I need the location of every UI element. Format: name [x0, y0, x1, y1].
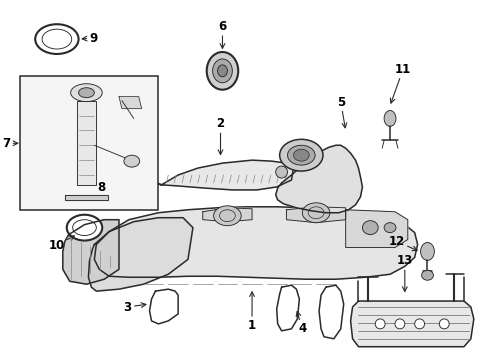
Ellipse shape [35, 24, 79, 54]
Ellipse shape [279, 139, 323, 171]
Text: 3: 3 [123, 301, 145, 314]
Text: 2: 2 [216, 117, 224, 154]
Polygon shape [203, 208, 251, 222]
Polygon shape [158, 160, 293, 190]
Polygon shape [350, 301, 473, 347]
Text: 13: 13 [396, 254, 412, 292]
Ellipse shape [421, 270, 432, 280]
Polygon shape [64, 195, 108, 200]
Text: 11: 11 [389, 63, 410, 103]
Ellipse shape [79, 88, 94, 98]
Ellipse shape [394, 319, 404, 329]
Polygon shape [275, 145, 362, 213]
Ellipse shape [287, 145, 314, 165]
Text: 7: 7 [2, 137, 18, 150]
Ellipse shape [384, 223, 395, 233]
Text: 6: 6 [218, 20, 226, 48]
Ellipse shape [206, 52, 238, 90]
Text: 8: 8 [88, 167, 105, 194]
Ellipse shape [438, 319, 448, 329]
Ellipse shape [275, 166, 287, 178]
Ellipse shape [384, 111, 395, 126]
Text: 10: 10 [48, 236, 74, 252]
Ellipse shape [293, 149, 308, 161]
Ellipse shape [420, 243, 433, 260]
Text: 5: 5 [336, 95, 346, 128]
Text: 12: 12 [388, 235, 416, 251]
Ellipse shape [212, 59, 232, 83]
Polygon shape [286, 207, 345, 223]
Ellipse shape [66, 215, 102, 240]
Text: 9: 9 [82, 32, 98, 45]
Ellipse shape [414, 319, 424, 329]
Polygon shape [345, 210, 407, 247]
Bar [20, 76, 158, 210]
Ellipse shape [213, 206, 241, 226]
Ellipse shape [123, 155, 140, 167]
Ellipse shape [71, 84, 102, 102]
Bar [77, 100, 96, 185]
Polygon shape [62, 220, 119, 284]
Ellipse shape [217, 65, 227, 77]
Polygon shape [88, 218, 192, 291]
Polygon shape [94, 207, 417, 279]
Polygon shape [119, 96, 142, 109]
Text: 4: 4 [296, 311, 305, 336]
Ellipse shape [302, 203, 329, 223]
Text: 1: 1 [247, 292, 256, 332]
Ellipse shape [374, 319, 385, 329]
Ellipse shape [362, 221, 377, 235]
